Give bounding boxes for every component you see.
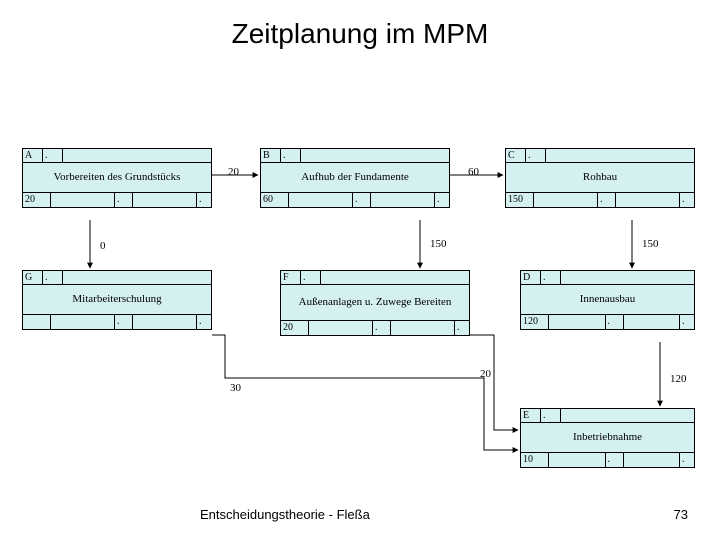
node-top2: . [281,149,301,163]
node-b2 [549,315,606,329]
node-b4 [616,193,680,207]
node-b2 [549,453,606,467]
page-title: Zeitplanung im MPM [0,18,720,50]
node-b3: . [606,315,624,329]
node-E: E.Inbetriebnahme10.. [520,408,695,468]
node-title: Außenanlagen u. Zuwege Bereiten [281,285,469,321]
node-bl: 60 [261,193,289,207]
node-b2 [534,193,598,207]
node-top3 [63,149,211,163]
node-b4 [133,193,197,207]
edge-label: 150 [642,238,659,250]
node-title: Rohbau [506,163,694,193]
node-A: A.Vorbereiten des Grundstücks20.. [22,148,212,208]
node-b2 [309,321,373,335]
page-number: 73 [674,507,688,522]
node-b5: . [680,453,694,467]
node-b4 [624,315,681,329]
node-id: G [23,271,43,285]
node-G: G.Mitarbeiterschulung.. [22,270,212,330]
edge-label: 20 [480,368,491,380]
node-top3 [321,271,469,285]
node-b3: . [373,321,391,335]
node-b3: . [115,315,133,329]
node-top2: . [43,271,63,285]
node-b4 [371,193,435,207]
node-b3: . [606,453,624,467]
node-b5: . [455,321,469,335]
node-title: Aufhub der Fundamente [261,163,449,193]
node-b5: . [680,315,694,329]
node-b5: . [435,193,449,207]
node-top3 [301,149,449,163]
node-top3 [561,409,694,423]
node-B: B.Aufhub der Fundamente60.. [260,148,450,208]
node-id: F [281,271,301,285]
node-b2 [51,193,115,207]
node-top3 [561,271,694,285]
node-C: C.Rohbau150.. [505,148,695,208]
node-title: Mitarbeiterschulung [23,285,211,315]
node-b2 [289,193,353,207]
node-id: C [506,149,526,163]
node-title: Vorbereiten des Grundstücks [23,163,211,193]
node-top3 [546,149,694,163]
mpm-diagram: A.Vorbereiten des Grundstücks20..B.Aufhu… [0,120,720,490]
node-top2: . [526,149,546,163]
edge-label: 0 [100,240,106,252]
node-bl: 120 [521,315,549,329]
node-id: E [521,409,541,423]
node-b5: . [197,315,211,329]
node-b2 [51,315,115,329]
node-top3 [63,271,211,285]
node-top2: . [541,271,561,285]
footer-text: Entscheidungstheorie - Fleßa [200,507,370,522]
node-b5: . [680,193,694,207]
node-bl: 20 [23,193,51,207]
node-id: B [261,149,281,163]
node-bl: 10 [521,453,549,467]
edge-label: 20 [228,166,239,178]
node-D: D.Innenausbau120.. [520,270,695,330]
node-b3: . [353,193,371,207]
node-title: Inbetriebnahme [521,423,694,453]
node-id: D [521,271,541,285]
node-b3: . [598,193,616,207]
edge-label: 120 [670,373,687,385]
node-F: F.Außenanlagen u. Zuwege Bereiten20.. [280,270,470,336]
node-b4 [391,321,455,335]
edge-label: 150 [430,238,447,250]
node-title: Innenausbau [521,285,694,315]
node-top2: . [541,409,561,423]
node-top2: . [301,271,321,285]
node-b4 [133,315,197,329]
node-id: A [23,149,43,163]
node-b3: . [115,193,133,207]
edge-label: 60 [468,166,479,178]
node-bl [23,315,51,329]
edge-label: 30 [230,382,241,394]
node-top2: . [43,149,63,163]
node-bl: 20 [281,321,309,335]
node-bl: 150 [506,193,534,207]
node-b5: . [197,193,211,207]
node-b4 [624,453,681,467]
edge-arrow [470,335,518,430]
edge-arrow [212,335,518,450]
